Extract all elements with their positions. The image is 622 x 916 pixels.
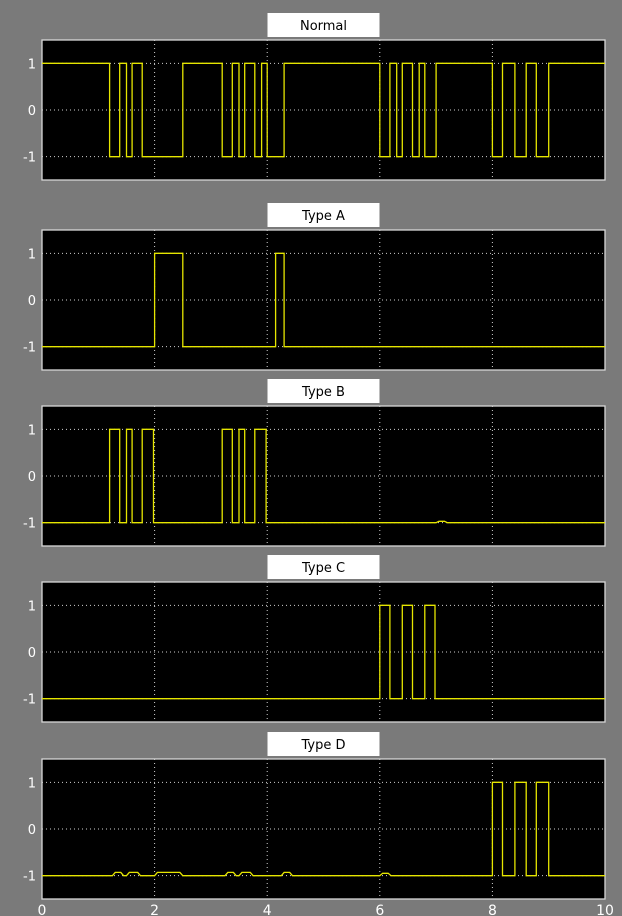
panel-title-box: [267, 203, 380, 227]
y-tick-label: -1: [23, 151, 36, 166]
panel-title-box: [267, 555, 380, 579]
panel-title: Type D: [300, 738, 345, 753]
signal-trace: [42, 781, 605, 877]
signal-trace: [42, 604, 605, 700]
y-tick-label: 0: [28, 470, 36, 485]
signal-trace: [42, 252, 605, 348]
x-tick-label: 8: [488, 903, 497, 916]
y-tick-label: -1: [23, 341, 36, 356]
panel-title-box: [267, 13, 380, 37]
panel-title-box: [267, 379, 380, 403]
x-tick-label: 2: [150, 903, 159, 916]
y-tick-label: 0: [28, 104, 36, 119]
panel-title-box: [267, 732, 380, 756]
y-tick-label: 1: [28, 247, 36, 262]
x-tick-label: 6: [375, 903, 384, 916]
y-tick-label: -1: [23, 870, 36, 885]
signal-trace: [42, 62, 605, 158]
panel-title: Type C: [301, 561, 345, 576]
panel-title: Type B: [301, 385, 345, 400]
y-tick-label: 1: [28, 776, 36, 791]
panel-type-c: Type C 1 0 -1: [23, 555, 606, 723]
signal-trace: [42, 428, 605, 524]
y-tick-label: -1: [23, 693, 36, 708]
panel-type-b: Type B 1 0 -1: [23, 379, 606, 547]
x-tick-label: 10: [596, 903, 614, 916]
panel-type-a: Type A 1 0 -1: [23, 203, 606, 371]
y-tick-label: 0: [28, 823, 36, 838]
y-tick-label: 1: [28, 423, 36, 438]
panel-title: Type A: [301, 209, 345, 224]
y-tick-label: 1: [28, 599, 36, 614]
y-tick-label: 1: [28, 57, 36, 72]
x-tick-label: 0: [38, 903, 47, 916]
x-tick-label: 4: [263, 903, 272, 916]
panel-title: Normal: [300, 19, 347, 34]
y-tick-label: 0: [28, 294, 36, 309]
y-tick-label: -1: [23, 517, 36, 532]
y-tick-label: 0: [28, 646, 36, 661]
panel-normal: Normal 1 0 -1: [23, 13, 606, 181]
panel-type-d: Type D10-10 2 4 6 8 10: [23, 732, 614, 916]
